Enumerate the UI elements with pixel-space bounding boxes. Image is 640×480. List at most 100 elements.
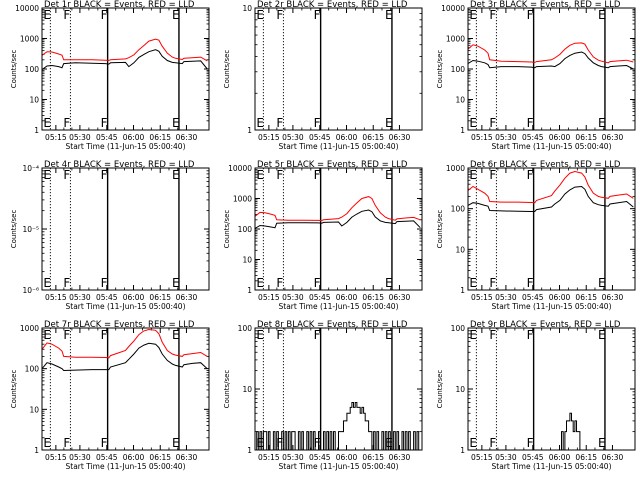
x-axis-label: Start Time (11-Jun-15 05:00:40) — [66, 142, 186, 151]
x-tick-label: 06:30 — [389, 293, 411, 302]
marker-label-e: E — [469, 328, 477, 342]
series-line-events — [467, 185, 634, 212]
marker-label-e: E — [43, 328, 51, 342]
marker-label-f: F — [527, 276, 534, 290]
marker-label-f: F — [101, 328, 108, 342]
x-tick-label: 05:45 — [522, 293, 544, 302]
x-tick-label: 05:15 — [471, 133, 493, 142]
plot-frame — [254, 167, 423, 291]
x-tick-label: 05:45 — [309, 293, 331, 302]
marker-label-e: E — [385, 116, 393, 130]
y-tick-label: 100 — [238, 225, 253, 234]
y-tick-label: 1000 — [20, 35, 39, 44]
y-tick-label: 10⁻⁵ — [22, 225, 39, 234]
x-tick-label: 06:15 — [575, 133, 597, 142]
series-line-events — [41, 342, 208, 372]
series-line-lld — [254, 196, 421, 222]
chart-panel-1: Det 1r BLACK = Events, RED = LLD 1 10 100 10… — [10, 0, 210, 151]
chart-title: Det 3r BLACK = Events, RED = LLD — [470, 0, 621, 10]
x-axis-label: Start Time (11-Jun-15 05:00:40) — [492, 462, 612, 471]
x-tick-label: 06:15 — [362, 453, 384, 462]
marker-label-e: E — [598, 168, 606, 182]
x-tick-label: 06:15 — [362, 293, 384, 302]
plot-frame — [254, 327, 423, 451]
marker-label-f: F — [527, 436, 534, 450]
marker-label-f: F — [314, 116, 321, 130]
x-tick-label: 05:15 — [45, 133, 67, 142]
x-tick-label: 06:30 — [602, 293, 624, 302]
marker-label-f: F — [276, 8, 283, 22]
marker-label-f: F — [276, 116, 283, 130]
chart-panel-8: Det 8r BLACK = Events, RED = LLD 1 10 100 Co… — [223, 320, 423, 471]
chart-title: Det 7r BLACK = Events, RED = LLD — [44, 320, 195, 330]
y-tick-label: 100 — [451, 324, 466, 333]
marker-label-f: F — [63, 168, 70, 182]
marker-label-e: E — [256, 276, 264, 290]
x-tick-label: 06:00 — [123, 293, 145, 302]
y-tick-label: 1 — [34, 446, 39, 455]
x-axis-label: Start Time (11-Jun-15 05:00:40) — [279, 462, 399, 471]
x-tick-label: 05:30 — [69, 133, 91, 142]
marker-label-e: E — [385, 168, 393, 182]
marker-label-f: F — [101, 168, 108, 182]
x-tick-label: 06:30 — [602, 133, 624, 142]
plot-frame — [467, 167, 636, 291]
x-tick-label: 05:30 — [495, 293, 517, 302]
marker-label-e: E — [43, 8, 51, 22]
marker-label-e: E — [172, 328, 180, 342]
marker-label-e: E — [43, 116, 51, 130]
x-tick-label: 06:00 — [549, 133, 571, 142]
marker-label-f: F — [314, 276, 321, 290]
chart-panel-6: Det 6r BLACK = Events, RED = LLD 1 10 100 10… — [436, 160, 636, 311]
y-tick-label: 10 — [242, 4, 252, 13]
x-tick-label: 06:00 — [549, 293, 571, 302]
marker-label-f: F — [101, 116, 108, 130]
x-tick-label: 06:15 — [362, 133, 384, 142]
x-tick-label: 05:45 — [522, 133, 544, 142]
marker-label-f: F — [314, 436, 321, 450]
marker-label-f: F — [63, 436, 70, 450]
y-tick-label: 10 — [455, 245, 465, 254]
marker-label-e: E — [598, 276, 606, 290]
y-tick-label: 10 — [455, 96, 465, 105]
marker-label-e: E — [598, 436, 606, 450]
x-tick-label: 06:15 — [575, 453, 597, 462]
marker-label-e: E — [469, 276, 477, 290]
chart-title: Det 6r BLACK = Events, RED = LLD — [470, 160, 621, 170]
chart-title: Det 1r BLACK = Events, RED = LLD — [44, 0, 195, 10]
y-tick-label: 1 — [34, 126, 39, 135]
x-tick-label: 05:30 — [282, 453, 304, 462]
series-line-events — [467, 51, 634, 70]
marker-label-e: E — [598, 116, 606, 130]
chart-panel-4: Det 4r BLACK = Events, RED = LLD 10⁻⁶ 10⁻⁵… — [10, 160, 210, 311]
x-tick-label: 06:00 — [336, 293, 358, 302]
y-tick-label: 10 — [242, 256, 252, 265]
series-line-events — [254, 209, 421, 229]
x-axis-label: Start Time (11-Jun-15 05:00:40) — [66, 462, 186, 471]
x-tick-label: 06:00 — [549, 453, 571, 462]
marker-label-f: F — [527, 328, 534, 342]
marker-label-f: F — [101, 276, 108, 290]
x-tick-label: 05:15 — [45, 293, 67, 302]
x-axis-label: Start Time (11-Jun-15 05:00:40) — [492, 302, 612, 311]
marker-label-f: F — [489, 116, 496, 130]
x-tick-label: 05:45 — [96, 293, 118, 302]
y-tick-label: 10⁻⁴ — [22, 164, 39, 173]
x-tick-label: 06:00 — [336, 453, 358, 462]
x-tick-label: 05:45 — [522, 453, 544, 462]
x-axis-label: Start Time (11-Jun-15 05:00:40) — [279, 142, 399, 151]
y-axis-label: Counts/sec — [436, 50, 444, 89]
y-tick-label: 10 — [29, 405, 39, 414]
chart-panel-3: Det 3r BLACK = Events, RED = LLD 1 10 100 10… — [436, 0, 636, 151]
marker-label-e: E — [469, 116, 477, 130]
y-tick-label: 100 — [451, 65, 466, 74]
x-tick-label: 06:30 — [389, 133, 411, 142]
marker-label-e: E — [172, 276, 180, 290]
x-tick-label: 05:15 — [45, 453, 67, 462]
y-tick-label: 10 — [455, 385, 465, 394]
series-line-lld — [41, 38, 208, 62]
y-tick-label: 1000 — [446, 164, 465, 173]
y-tick-label: 1 — [247, 286, 252, 295]
chart-panel-9: Det 9r BLACK = Events, RED = LLD 1 10 100 Co… — [436, 320, 636, 471]
